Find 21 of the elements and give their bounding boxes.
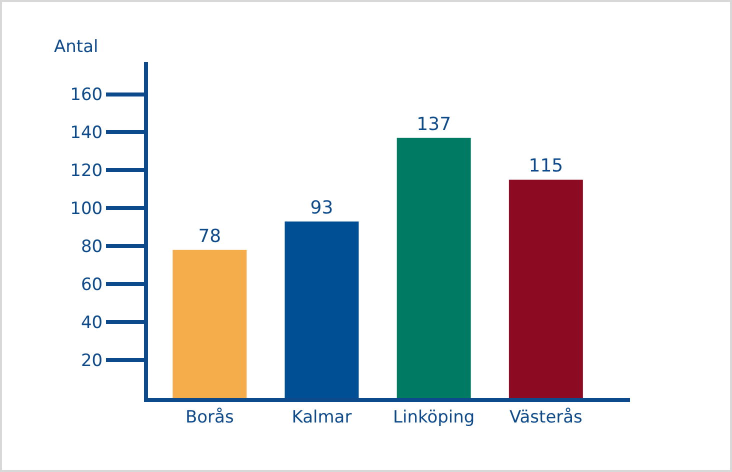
y-tick-label: 100 — [70, 199, 103, 220]
data-label: 115 — [528, 156, 564, 177]
bar — [284, 221, 359, 398]
y-tick-label: 60 — [80, 275, 103, 296]
bar — [172, 250, 247, 398]
data-label: 78 — [198, 226, 222, 247]
y-tick-label: 40 — [80, 313, 103, 334]
y-tick-label: 140 — [70, 123, 103, 144]
x-tick-label: Västerås — [509, 407, 583, 428]
y-tick-label: 160 — [70, 85, 103, 106]
bar — [396, 138, 471, 398]
bar — [508, 180, 583, 398]
data-label: 93 — [310, 197, 334, 218]
y-tick-label: 20 — [80, 350, 103, 371]
data-label: 137 — [416, 114, 452, 135]
y-tick-label: 80 — [80, 237, 103, 258]
y-axis-title: Antal — [54, 37, 98, 57]
x-tick-label: Borås — [185, 407, 234, 428]
x-tick-label: Linköping — [392, 407, 475, 428]
x-tick-label: Kalmar — [292, 407, 352, 428]
y-tick-label: 120 — [70, 161, 103, 182]
